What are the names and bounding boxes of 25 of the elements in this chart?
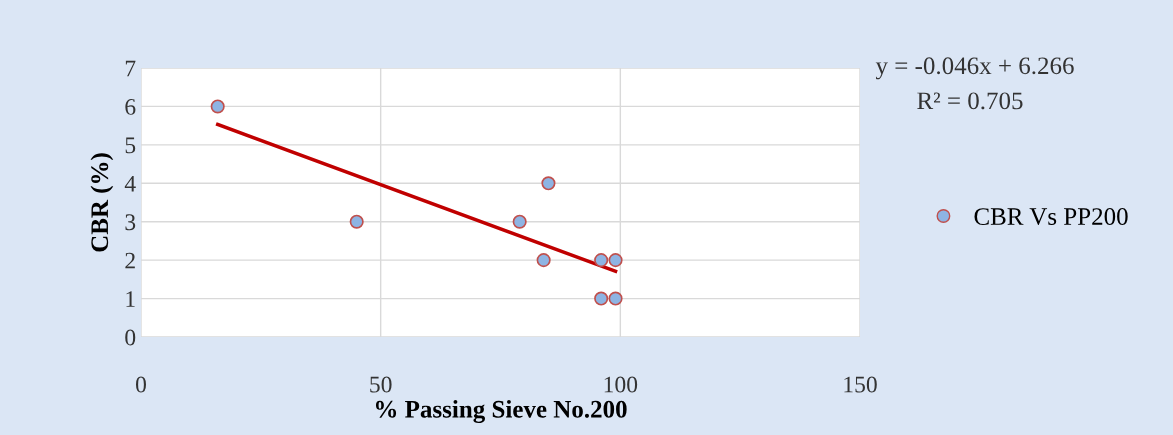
point <box>541 176 556 191</box>
x-tick-label: 150 <box>844 376 877 393</box>
text: R² = 0.705 <box>917 92 1023 110</box>
point <box>594 291 609 306</box>
point <box>608 291 623 306</box>
x-tick-label: 100 <box>604 376 638 393</box>
y-tick-label: 4 <box>124 175 136 192</box>
y-tick-label: 3 <box>125 214 136 231</box>
y-tick-label: 7 <box>125 60 136 77</box>
text: y = -0.046x + 6.266 <box>875 57 1074 80</box>
y-tick-label: 0 <box>125 329 136 346</box>
x-axis-title: % Passing Sieve No.200 <box>375 400 627 423</box>
y-tick-label: 2 <box>125 252 135 269</box>
legend-label: CBR Vs PP200 <box>974 208 1128 226</box>
y-tick-label: 1 <box>126 291 135 307</box>
point <box>536 253 551 268</box>
point <box>349 214 364 229</box>
y-tick-label: 5 <box>125 137 136 154</box>
point <box>594 253 609 268</box>
point <box>512 214 527 229</box>
point <box>608 253 623 268</box>
x-tick-label: 50 <box>370 376 392 393</box>
y-tick-label: 6 <box>125 98 136 115</box>
point <box>210 99 225 114</box>
y-axis-title: CBR (%) <box>90 153 114 252</box>
